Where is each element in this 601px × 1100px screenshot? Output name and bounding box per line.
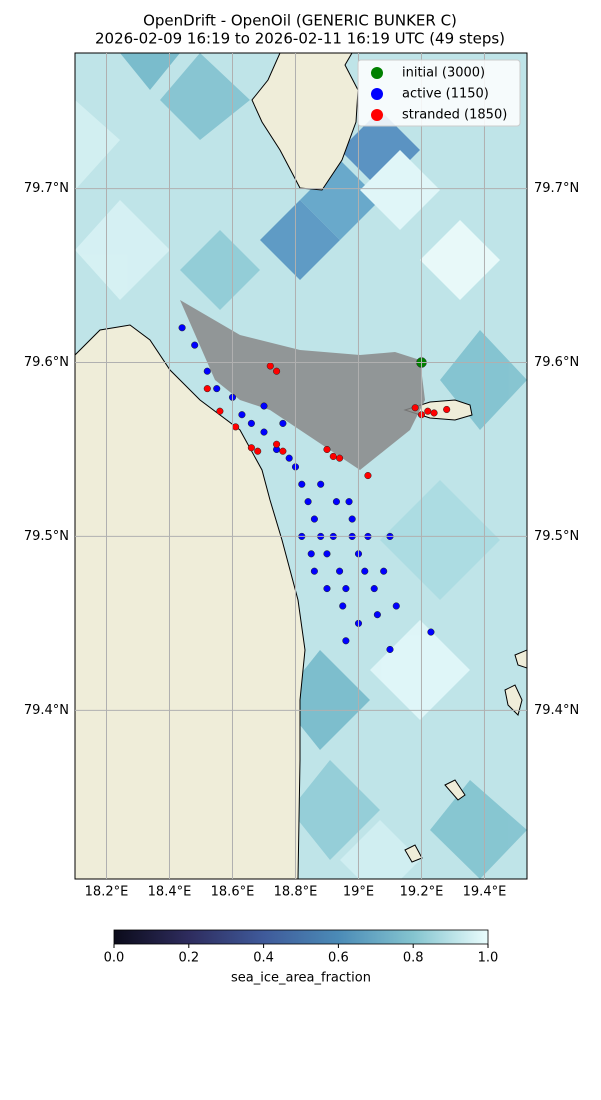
- particle: [339, 602, 347, 610]
- colorbar-tick-label: 0.0: [104, 951, 125, 966]
- x-tick-label: 18.6°E: [211, 885, 255, 900]
- land: [504, 684, 523, 716]
- particle: [364, 472, 372, 480]
- legend-marker: [371, 88, 383, 100]
- particle: [247, 444, 255, 452]
- x-tick-label: 18.2°E: [85, 885, 129, 900]
- y-tick-label-right: 79.6°N: [534, 355, 579, 370]
- particle: [332, 498, 340, 506]
- particle: [285, 454, 293, 462]
- particle: [348, 515, 356, 523]
- legend-label: stranded (1850): [402, 108, 507, 123]
- particle: [260, 402, 268, 410]
- x-tick-label: 19.2°E: [400, 885, 444, 900]
- particle: [342, 637, 350, 645]
- colorbar-tick-label: 0.2: [178, 951, 199, 966]
- particle: [298, 480, 306, 488]
- particle: [307, 550, 315, 558]
- colorbar: [113, 929, 489, 945]
- colorbar-tick-label: 0.4: [253, 951, 274, 966]
- particle: [411, 404, 419, 412]
- particle: [178, 324, 186, 332]
- subtitle: 2026-02-09 16:19 to 2026-02-11 16:19 UTC…: [95, 30, 505, 48]
- particle: [216, 407, 224, 415]
- particle: [279, 419, 287, 427]
- legend-marker: [371, 109, 383, 121]
- y-tick-label-right: 79.5°N: [534, 529, 579, 544]
- particle: [370, 585, 378, 593]
- x-tick-label: 19.4°E: [463, 885, 507, 900]
- particle: [424, 407, 432, 415]
- title: OpenDrift - OpenOil (GENERIC BUNKER C): [143, 12, 457, 30]
- particle: [191, 341, 199, 349]
- particle: [345, 498, 353, 506]
- legend-label: active (1150): [402, 87, 489, 102]
- particles: [178, 324, 451, 654]
- y-tick-label: 79.4°N: [24, 703, 69, 718]
- particle: [304, 498, 312, 506]
- particle: [310, 567, 318, 575]
- land: [514, 649, 527, 669]
- colorbar-tick-label: 1.0: [478, 951, 499, 966]
- particle: [203, 367, 211, 375]
- particle: [279, 447, 287, 455]
- particle: [254, 447, 262, 455]
- x-tick-label: 19°E: [343, 885, 374, 900]
- particle: [336, 454, 344, 462]
- particle: [310, 515, 318, 523]
- particle: [203, 385, 211, 393]
- particle: [430, 409, 438, 417]
- legend-label: initial (3000): [402, 66, 485, 81]
- particle: [317, 480, 325, 488]
- particle: [380, 567, 388, 575]
- x-tick-label: 18.4°E: [148, 885, 192, 900]
- particle: [247, 419, 255, 427]
- y-tick-label-right: 79.4°N: [534, 703, 579, 718]
- particle: [386, 645, 394, 654]
- particle: [323, 585, 331, 593]
- particle: [342, 585, 350, 593]
- map-frame: [74, 52, 528, 880]
- particle: [443, 405, 451, 414]
- particle: [323, 445, 331, 454]
- colorbar-tick-label: 0.6: [328, 951, 349, 966]
- legend-marker: [371, 67, 383, 79]
- land: [404, 844, 423, 863]
- particle: [232, 423, 240, 431]
- colorbar-label: sea_ice_area_fraction: [231, 971, 371, 986]
- particle: [329, 452, 337, 460]
- y-tick-label: 79.6°N: [24, 355, 69, 370]
- particle: [266, 362, 274, 370]
- map-background: [75, 53, 527, 879]
- particle: [373, 611, 381, 619]
- particle: [213, 385, 221, 393]
- particle: [238, 411, 246, 419]
- particle: [323, 550, 331, 558]
- land: [190, 53, 527, 191]
- particle: [336, 567, 344, 575]
- legend-box: [357, 59, 521, 127]
- particle: [361, 567, 369, 575]
- colorbar-tick-label: 0.8: [403, 951, 424, 966]
- y-tick-label: 79.5°N: [24, 529, 69, 544]
- particle: [260, 428, 268, 436]
- particle: [427, 628, 435, 636]
- x-tick-label: 18.8°E: [274, 885, 318, 900]
- land: [444, 779, 466, 801]
- y-tick-label-right: 79.7°N: [534, 181, 579, 196]
- land: [75, 324, 306, 879]
- particle: [392, 602, 400, 610]
- particle: [273, 367, 281, 375]
- particle: [273, 440, 281, 448]
- trajectories: [180, 300, 425, 470]
- y-tick-label: 79.7°N: [24, 181, 69, 196]
